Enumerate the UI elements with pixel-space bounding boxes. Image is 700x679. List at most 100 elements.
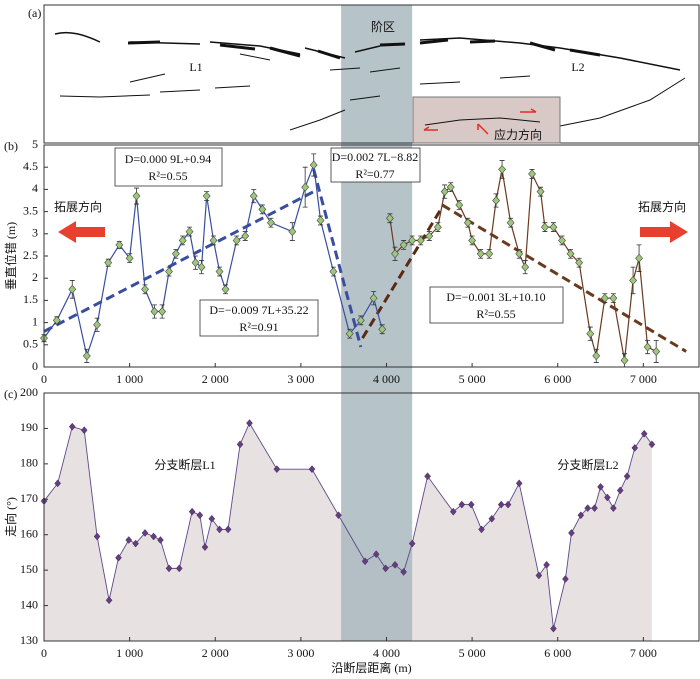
y-axis-label: 走向 (°)	[3, 497, 18, 537]
x-tick-label: 7 000	[630, 646, 657, 660]
data-point	[575, 258, 584, 268]
data-point	[175, 564, 183, 573]
data-point	[609, 293, 618, 303]
data-point	[433, 222, 442, 232]
data-point	[515, 249, 524, 259]
data-point	[308, 465, 316, 474]
data-point	[391, 249, 399, 259]
data-point	[266, 218, 275, 228]
data-point	[562, 575, 569, 583]
x-tick-label: 0	[41, 372, 47, 386]
y-tick-label: 150	[20, 562, 38, 576]
data-point	[648, 440, 656, 449]
y-axis-label: 垂直位错 (m)	[3, 222, 18, 290]
trace-label: L2	[571, 60, 584, 74]
fault-trace-main	[127, 38, 601, 60]
data-point	[382, 564, 389, 573]
y-tick-label: 190	[20, 420, 38, 434]
y-tick-label: 5	[32, 137, 38, 151]
plot-frame	[43, 392, 700, 642]
data-point	[258, 204, 267, 214]
data-point	[631, 444, 639, 452]
data-point	[610, 504, 617, 513]
x-tick-label: 4 000	[373, 646, 400, 660]
data-point	[504, 500, 512, 509]
data-point	[68, 284, 77, 294]
data-point	[485, 249, 494, 259]
data-point	[115, 553, 122, 562]
data-point	[273, 465, 281, 474]
data-point	[232, 236, 241, 245]
data-point	[141, 284, 149, 294]
data-point	[528, 169, 536, 179]
data-point	[458, 500, 466, 509]
data-point	[391, 560, 399, 569]
fit-line	[43, 190, 315, 333]
data-point	[584, 504, 592, 513]
fit-r2: R²=0.55	[148, 169, 187, 183]
data-point	[335, 511, 342, 520]
series-line	[43, 164, 383, 359]
data-point	[93, 320, 101, 330]
data-point	[185, 227, 194, 237]
data-point	[623, 472, 631, 481]
data-point	[361, 557, 369, 566]
data-point	[196, 511, 204, 520]
data-point	[171, 249, 180, 259]
fit-box	[199, 299, 319, 337]
fit-equation: D=0.000 9L+0.94	[125, 152, 212, 166]
data-point	[80, 426, 88, 435]
data-point	[600, 293, 609, 303]
data-point	[178, 236, 187, 245]
data-point	[54, 479, 62, 488]
data-point	[478, 525, 485, 534]
y-tick-label: 180	[20, 456, 38, 470]
data-point	[506, 218, 515, 228]
y-tick-label: 0	[32, 359, 38, 373]
data-point	[640, 429, 648, 438]
data-point	[236, 440, 244, 449]
stress-box	[412, 96, 561, 144]
data-point	[591, 504, 598, 513]
fit-box	[330, 147, 421, 183]
data-point	[488, 514, 496, 523]
fit-line	[361, 206, 444, 339]
data-point	[188, 507, 196, 516]
data-point	[215, 267, 224, 276]
arrow	[640, 221, 688, 243]
y-tick-label: 0.5	[23, 337, 38, 351]
x-tick-label: 7 000	[630, 372, 657, 386]
data-point	[52, 315, 61, 325]
data-point	[165, 267, 173, 276]
step-zone	[341, 5, 413, 641]
x-tick-label: 3 000	[287, 646, 314, 660]
fit-equation: D=−0.009 7L+35.22	[209, 303, 308, 317]
fit-equation: D=0.002 7L−8.82	[332, 150, 419, 164]
data-point	[329, 267, 338, 276]
data-point	[241, 231, 250, 241]
x-axis-label: 沿断层距离 (m)	[331, 660, 411, 675]
series-line	[389, 169, 657, 361]
x-tick-label: 3 000	[287, 372, 314, 386]
data-point	[202, 191, 211, 201]
data-point	[549, 222, 558, 232]
data-point	[132, 191, 141, 201]
y-tick-label: 4	[32, 181, 38, 195]
data-point	[620, 355, 629, 365]
data-point	[543, 560, 550, 569]
y-tick-label: 140	[20, 597, 38, 611]
annotation: 拓展方向	[638, 199, 686, 214]
data-point	[246, 419, 253, 427]
x-tick-label: 0	[41, 646, 47, 660]
y-tick-label: 200	[20, 385, 38, 399]
data-point	[629, 275, 637, 285]
fit-equation: D=−0.001 3L+10.10	[446, 290, 545, 304]
y-tick-label: 3.5	[23, 203, 38, 217]
data-point	[652, 347, 661, 356]
y-tick-label: 4.5	[23, 159, 38, 173]
panel-label: (c)	[4, 387, 17, 401]
data-point	[386, 213, 394, 223]
data-point	[425, 231, 434, 241]
